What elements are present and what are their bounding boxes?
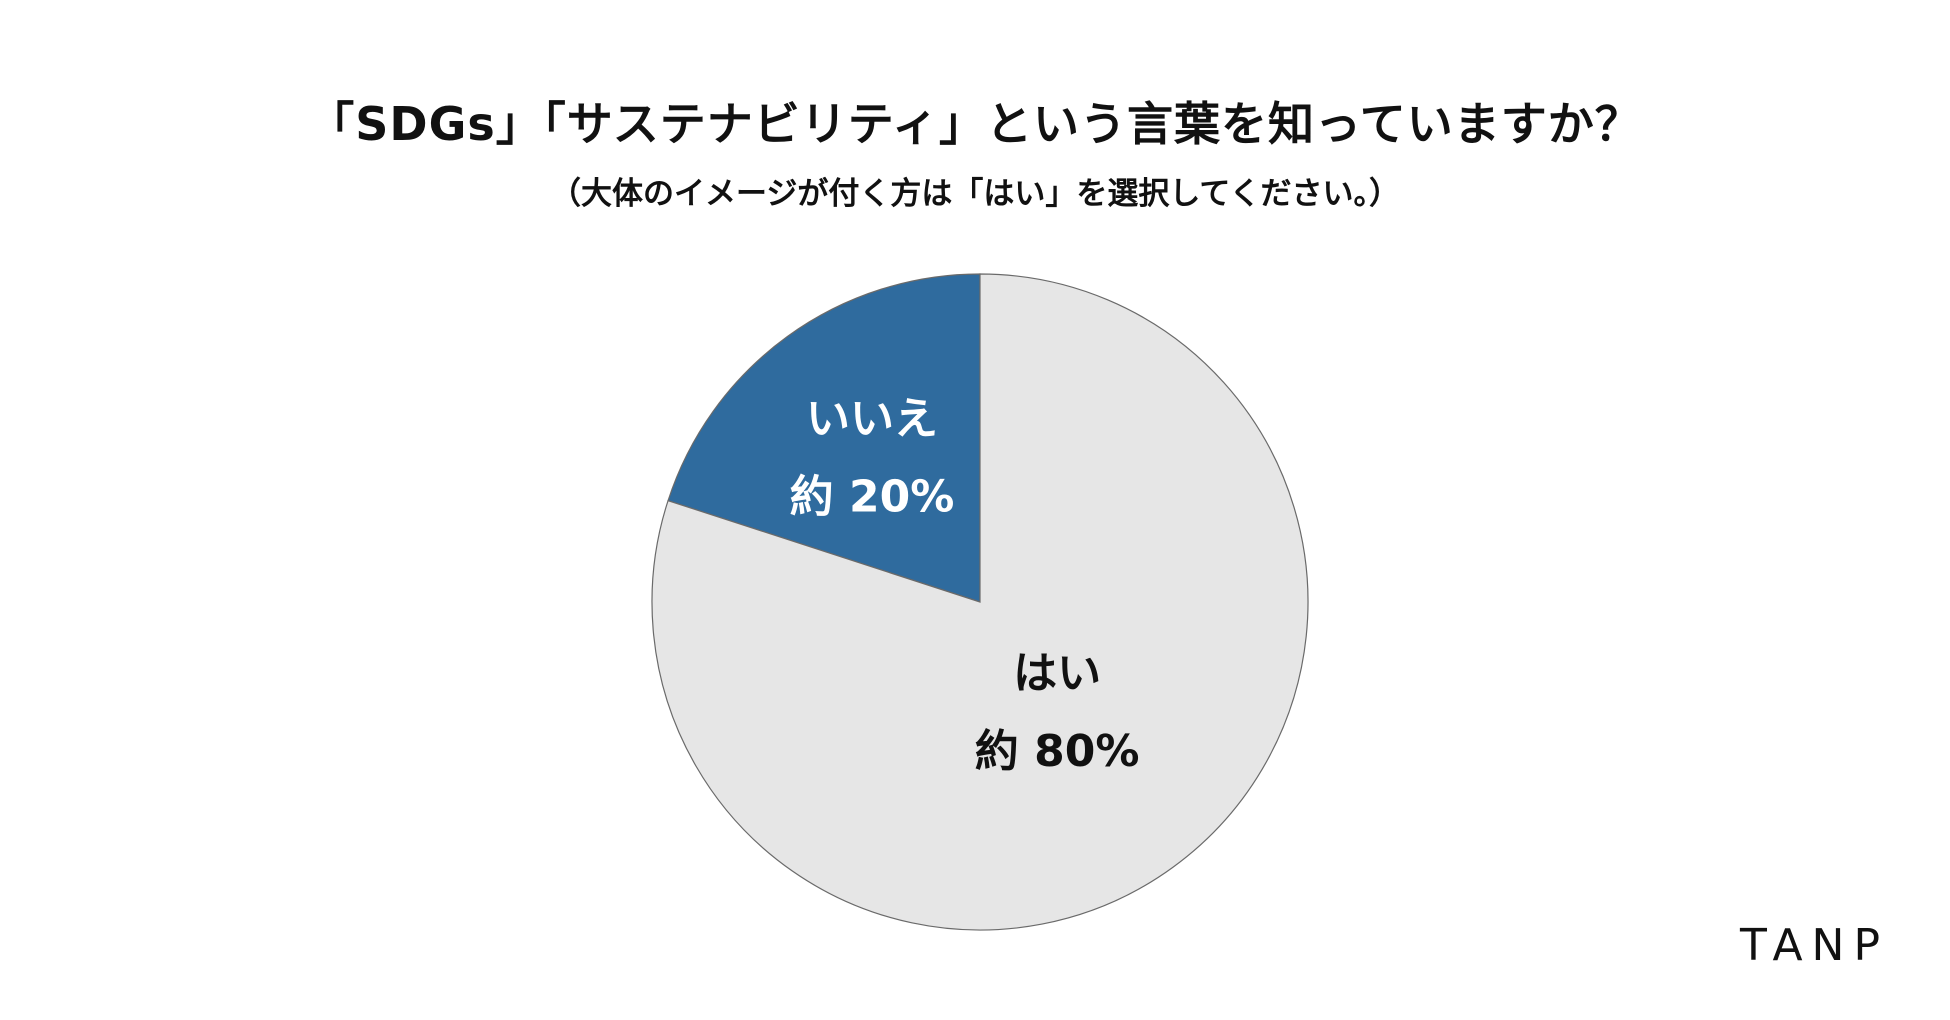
chart-title: 「SDGs」「サステナビリティ」という言葉を知っていますか？ [308,97,1642,151]
slice-value-yes: 約 80% [975,726,1140,777]
slice-label-yes: はい [1013,648,1101,699]
chart-subtitle: （大体のイメージが付く方は「はい」を選択してください。） [549,176,1401,212]
pie-slice-no [667,273,981,603]
tanp-logo: TANP [1740,920,1890,971]
pie-slice-yes [651,273,1309,931]
slice-label-no: いいえ [806,393,938,444]
slice-value-no: 約 20% [790,471,955,522]
